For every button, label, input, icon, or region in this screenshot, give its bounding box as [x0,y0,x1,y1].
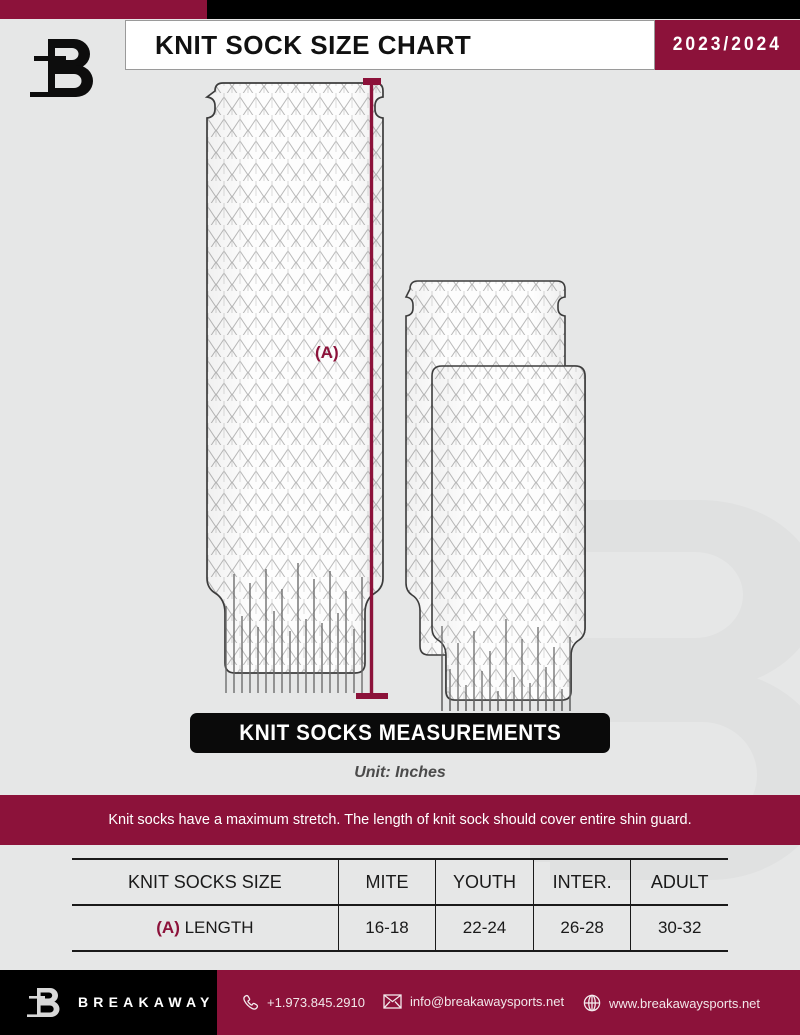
cell-mite: 16-18 [337,905,437,951]
row-tag-a: (A) [156,918,180,937]
footer-phone-text: +1.973.845.2910 [267,995,365,1010]
length-measurement-line [356,78,388,699]
footer-email-text: info@breakawaysports.net [410,994,565,1009]
youth-knit-sock-overlay [431,365,586,711]
table-header-adult: ADULT [630,859,728,905]
season-year-badge: 2023/2024 [655,20,800,70]
measure-label-a: (A) [315,343,339,362]
cell-adult: 30-32 [630,905,728,951]
footer-phone[interactable]: +1.973.845.2910 [242,994,365,1011]
breakaway-b-logo-icon [27,988,60,1017]
footer-brand-name: BREAKAWAY [78,994,215,1010]
globe-icon [583,994,601,1012]
breakaway-b-logo-icon [30,39,93,97]
measurements-banner-label: KNIT SOCKS MEASUREMENTS [238,720,562,745]
page-footer: BREAKAWAY +1.973.845.2910 info@breakaway… [0,970,800,1035]
size-table: KNIT SOCKS SIZE MITE YOUTH INTER. ADULT … [72,858,728,952]
top-accent-band-left [0,0,207,19]
top-accent-band [0,0,800,19]
size-table-wrapper: KNIT SOCKS SIZE MITE YOUTH INTER. ADULT … [72,858,728,952]
measurements-banner: KNIT SOCKS MEASUREMENTS [190,713,610,753]
table-header-size: KNIT SOCKS SIZE [72,859,339,905]
footer-website-text: www.breakawaysports.net [609,995,761,1011]
sock-illustration-area: (A) [0,71,800,711]
cell-inter: 26-28 [532,905,632,951]
footer-brand-block [0,970,217,1035]
table-header-inter: INTER. [532,859,632,905]
page-title-band: KNIT SOCK SIZE CHART [125,20,655,70]
footer-website[interactable]: www.breakawaysports.net [583,994,760,1012]
row-label-text: LENGTH [184,918,254,937]
phone-icon [243,994,259,1010]
page-title: KNIT SOCK SIZE CHART [155,29,472,60]
season-year-label: 2023/2024 [672,34,783,55]
footer-contact-block [217,970,800,1035]
envelope-icon [383,994,402,1009]
page-header: KNIT SOCK SIZE CHART 2023/2024 [0,19,800,97]
stretch-note-band: Knit socks have a maximum stretch. The l… [0,795,800,845]
unit-note: Unit: Inches [354,764,446,781]
footer-email[interactable]: info@breakawaysports.net [383,994,564,1009]
cell-youth: 22-24 [435,905,534,951]
adult-knit-sock-illustration [204,82,384,693]
table-row: (A) LENGTH 16-18 22-24 26-28 30-32 [72,905,728,951]
table-header-mite: MITE [337,859,437,905]
row-label-length: (A) LENGTH [72,905,339,951]
stretch-note-text: Knit socks have a maximum stretch. The l… [108,812,692,828]
table-header-youth: YOUTH [435,859,534,905]
table-header-row: KNIT SOCKS SIZE MITE YOUTH INTER. ADULT [72,859,728,905]
